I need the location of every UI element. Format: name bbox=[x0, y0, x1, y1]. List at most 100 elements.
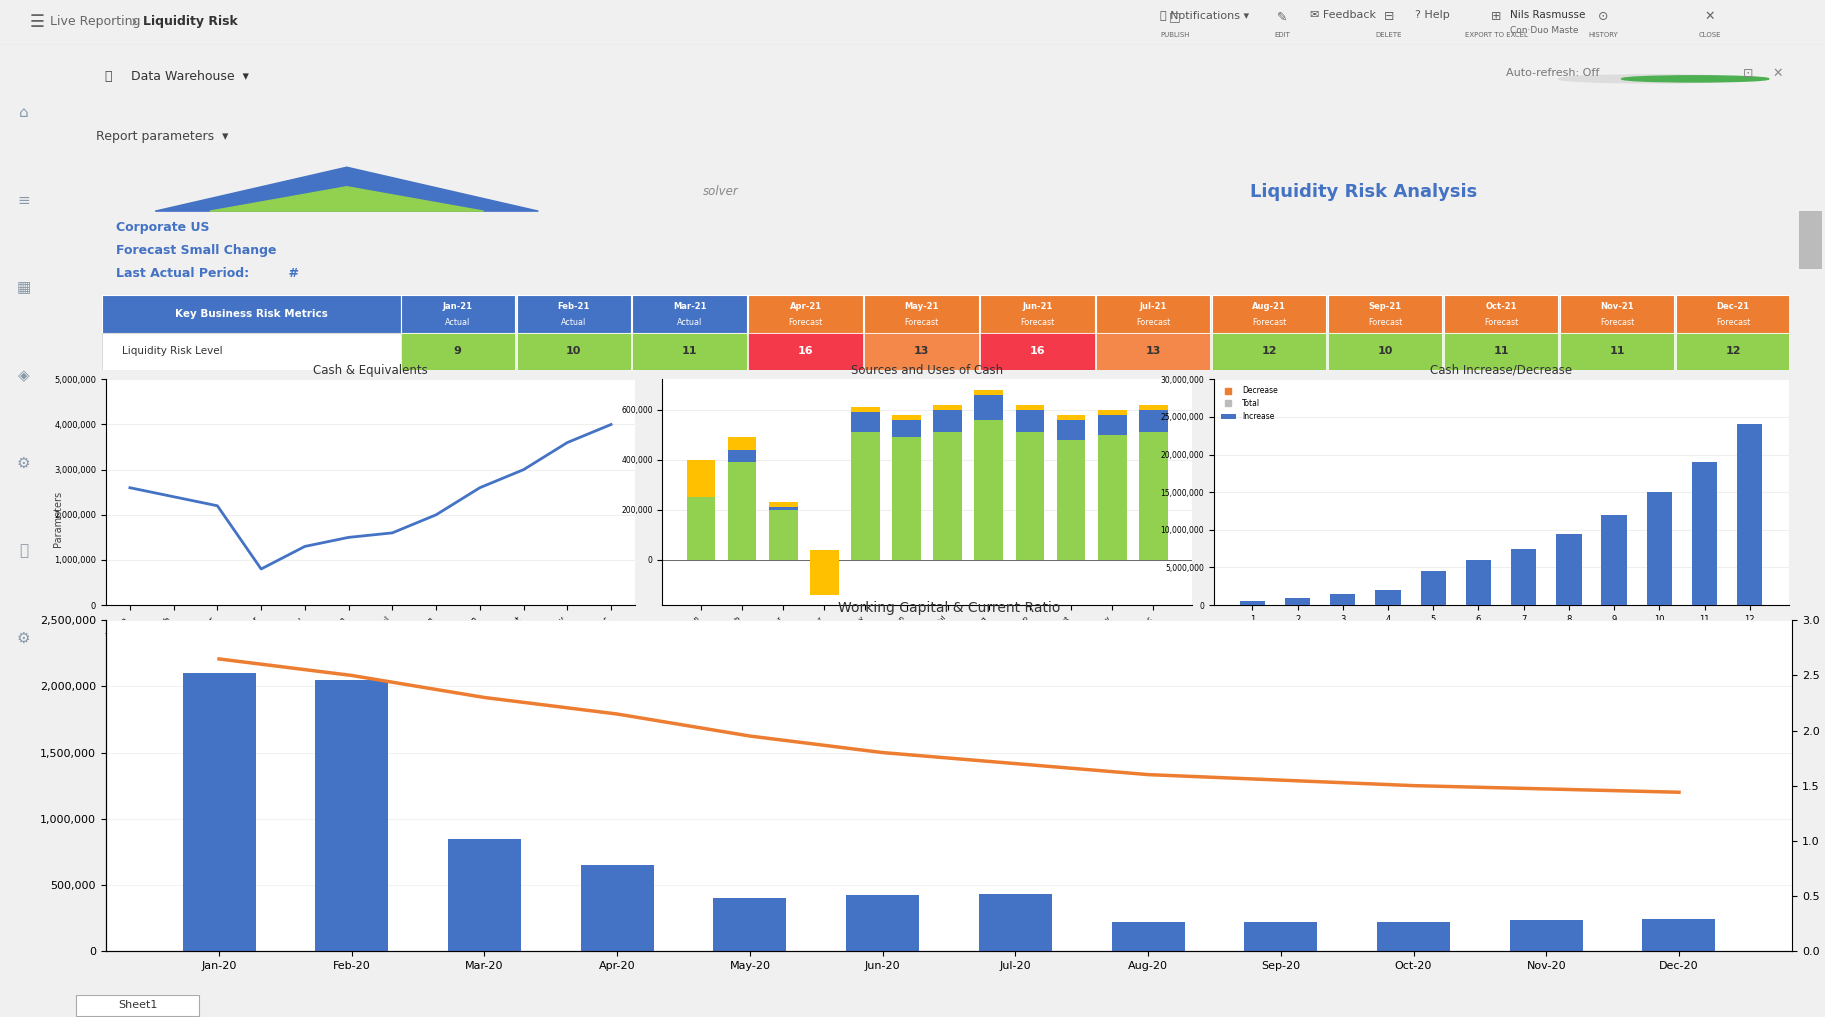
Bar bbox=[102, 333, 400, 370]
Bar bbox=[728, 437, 756, 462]
Bar bbox=[810, 552, 840, 559]
Bar bbox=[980, 333, 1095, 370]
Text: ✕: ✕ bbox=[1705, 10, 1716, 23]
Bar bbox=[1057, 415, 1086, 420]
Bar bbox=[1139, 405, 1168, 410]
Bar bbox=[728, 437, 756, 450]
Text: Forecast: Forecast bbox=[1137, 317, 1170, 326]
Text: 11: 11 bbox=[1493, 347, 1509, 356]
Bar bbox=[1646, 492, 1672, 605]
Bar bbox=[1378, 921, 1451, 951]
Text: Key Business Risk Metrics: Key Business Risk Metrics bbox=[175, 309, 328, 318]
Bar bbox=[1097, 333, 1210, 370]
Bar bbox=[1642, 919, 1715, 951]
Bar bbox=[1376, 590, 1402, 605]
Text: Sheet1: Sheet1 bbox=[119, 1001, 157, 1010]
Text: Forecast: Forecast bbox=[905, 317, 938, 326]
Text: EXPORT TO EXCEL: EXPORT TO EXCEL bbox=[1464, 32, 1528, 38]
Text: Forecast: Forecast bbox=[1252, 317, 1287, 326]
Text: ›: › bbox=[130, 13, 137, 31]
Text: 13: 13 bbox=[1146, 347, 1161, 356]
Legend: Decrease, Total, Increase: Decrease, Total, Increase bbox=[1217, 383, 1281, 424]
Text: Nils Rasmusse: Nils Rasmusse bbox=[1509, 10, 1586, 20]
Bar bbox=[1420, 572, 1445, 605]
Bar bbox=[1097, 295, 1210, 333]
Text: Forecast: Forecast bbox=[1369, 317, 1402, 326]
Title: Sources and Uses of Cash: Sources and Uses of Cash bbox=[850, 364, 1004, 376]
Circle shape bbox=[1622, 76, 1768, 82]
Bar bbox=[975, 420, 1004, 559]
Bar bbox=[1692, 462, 1717, 605]
Text: ≡: ≡ bbox=[18, 193, 29, 207]
Bar bbox=[633, 333, 746, 370]
Text: Dec-21: Dec-21 bbox=[1717, 302, 1750, 311]
Text: 9: 9 bbox=[454, 347, 462, 356]
Bar bbox=[1560, 295, 1674, 333]
Bar bbox=[768, 502, 798, 510]
Text: ⌂: ⌂ bbox=[18, 106, 29, 120]
Bar bbox=[686, 480, 715, 559]
Bar bbox=[686, 460, 715, 480]
Bar bbox=[1239, 601, 1265, 605]
Text: HISTORY: HISTORY bbox=[1588, 32, 1619, 38]
Text: 10: 10 bbox=[566, 347, 582, 356]
Bar bbox=[980, 295, 1095, 333]
Text: 12: 12 bbox=[1261, 347, 1277, 356]
Text: ⚙: ⚙ bbox=[16, 456, 31, 470]
Circle shape bbox=[1559, 75, 1752, 83]
Text: May-21: May-21 bbox=[903, 302, 938, 311]
FancyBboxPatch shape bbox=[77, 996, 199, 1016]
Bar bbox=[1444, 333, 1559, 370]
Text: Aug-21: Aug-21 bbox=[1252, 302, 1287, 311]
Bar bbox=[892, 415, 922, 420]
Bar bbox=[933, 410, 962, 432]
Text: Data Warehouse  ▾: Data Warehouse ▾ bbox=[131, 70, 248, 83]
Text: solver: solver bbox=[703, 185, 739, 198]
Bar bbox=[1799, 211, 1821, 270]
Bar bbox=[400, 333, 515, 370]
Title: Cash & Equivalents: Cash & Equivalents bbox=[314, 364, 427, 376]
Bar bbox=[865, 333, 978, 370]
Text: Actual: Actual bbox=[677, 317, 703, 326]
Text: CLOSE: CLOSE bbox=[1699, 32, 1721, 38]
Bar bbox=[316, 679, 389, 951]
Text: Mar-21: Mar-21 bbox=[673, 302, 706, 311]
Bar bbox=[933, 432, 962, 559]
Bar bbox=[1015, 432, 1044, 559]
Bar bbox=[1511, 549, 1537, 605]
Text: Con·Duo Maste: Con·Duo Maste bbox=[1509, 26, 1579, 36]
Text: Nov-21: Nov-21 bbox=[1601, 302, 1633, 311]
Title: Cash Increase/Decrease: Cash Increase/Decrease bbox=[1431, 364, 1571, 376]
Bar bbox=[975, 395, 1004, 420]
Bar bbox=[748, 333, 863, 370]
Bar bbox=[1139, 410, 1168, 432]
Bar bbox=[516, 295, 631, 333]
Text: ☰: ☰ bbox=[29, 13, 46, 31]
Bar bbox=[847, 895, 920, 951]
Text: ▦: ▦ bbox=[16, 281, 31, 295]
Text: Auto-refresh: Off: Auto-refresh: Off bbox=[1506, 68, 1599, 78]
Bar bbox=[892, 420, 922, 437]
Bar bbox=[892, 437, 922, 559]
Text: Corporate US: Corporate US bbox=[117, 221, 210, 234]
Bar bbox=[633, 295, 746, 333]
Text: 11: 11 bbox=[1610, 347, 1624, 356]
Polygon shape bbox=[155, 167, 538, 212]
Text: 16: 16 bbox=[1029, 347, 1046, 356]
Text: Liquidity Risk: Liquidity Risk bbox=[142, 15, 237, 28]
Bar bbox=[850, 412, 880, 432]
Bar bbox=[182, 673, 256, 951]
Bar bbox=[686, 460, 715, 497]
Bar bbox=[400, 295, 515, 333]
Bar bbox=[1444, 295, 1559, 333]
Text: Forecast: Forecast bbox=[1484, 317, 1518, 326]
Bar bbox=[933, 405, 962, 410]
Text: Apr-21: Apr-21 bbox=[790, 302, 821, 311]
Text: Actual: Actual bbox=[560, 317, 586, 326]
Bar bbox=[1465, 560, 1491, 605]
Text: 11: 11 bbox=[683, 347, 697, 356]
Text: ✕: ✕ bbox=[1772, 66, 1783, 79]
Text: Forecast: Forecast bbox=[788, 317, 823, 326]
Bar bbox=[1015, 405, 1044, 410]
Text: ⊞: ⊞ bbox=[1491, 10, 1502, 23]
